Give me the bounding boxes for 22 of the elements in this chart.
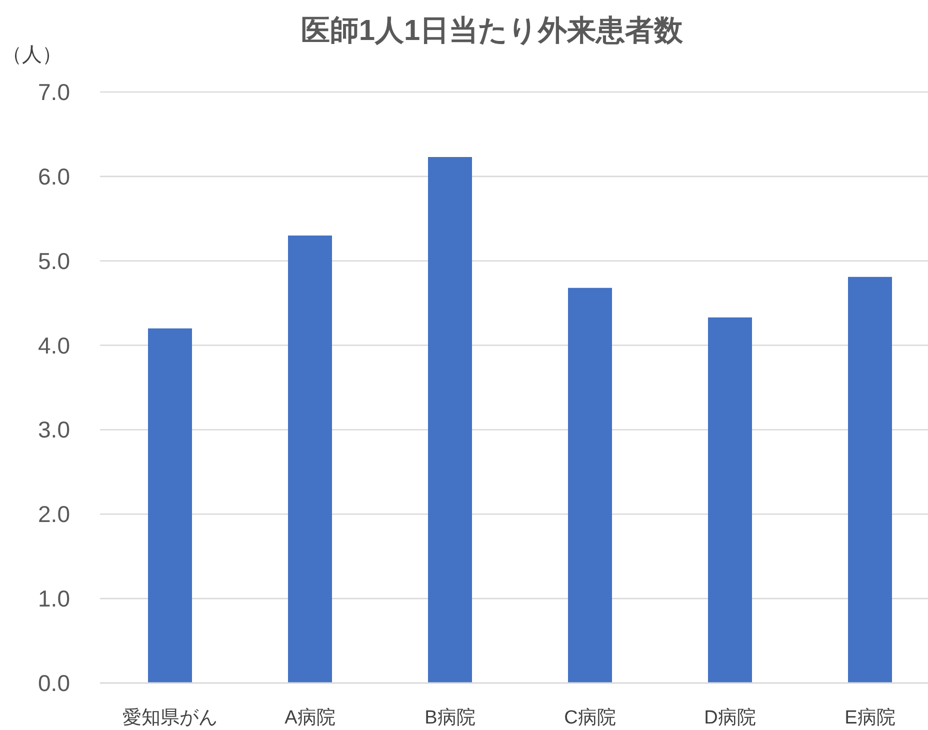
- bar: [848, 276, 892, 683]
- y-tick-label: 0.0: [38, 670, 70, 696]
- x-tick-label: D病院: [704, 708, 756, 728]
- x-tick-label: 愛知県がん: [122, 708, 218, 728]
- x-tick-label: B病院: [424, 708, 476, 728]
- x-tick-label: A病院: [284, 708, 336, 728]
- bar: [708, 317, 752, 683]
- chart-title: 医師1人1日当たり外来患者数: [300, 15, 684, 47]
- x-tick-label: C病院: [564, 708, 616, 728]
- y-tick-label: 5.0: [38, 248, 70, 274]
- y-tick-label: 6.0: [38, 163, 70, 190]
- y-tick-label: 7.0: [38, 79, 70, 105]
- bar: [568, 288, 612, 683]
- bar: [428, 157, 472, 683]
- bar: [148, 328, 192, 683]
- y-tick-label: 4.0: [38, 332, 70, 358]
- y-tick-label: 1.0: [38, 586, 70, 612]
- y-tick-label: 2.0: [38, 501, 70, 528]
- y-tick-label: 3.0: [38, 416, 70, 443]
- y-axis-title: （人）: [2, 44, 62, 66]
- x-tick-label: E病院: [844, 708, 896, 728]
- bar: [288, 236, 332, 683]
